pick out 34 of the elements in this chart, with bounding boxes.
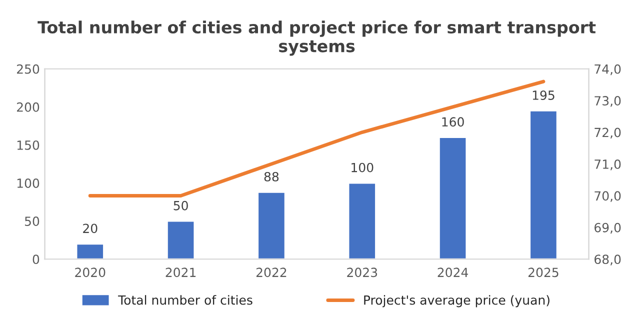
bar [257, 191, 286, 260]
bar [76, 243, 104, 260]
y2-tick-label: 72,0 [594, 128, 621, 138]
y2-tick-label: 73,0 [594, 96, 621, 107]
data-label: 20 [83, 224, 98, 234]
x-tick-label: 2020 [75, 268, 106, 278]
data-label: 195 [532, 90, 554, 100]
y2-tick-label: 74,0 [594, 64, 621, 76]
bar [166, 220, 196, 260]
bar [348, 182, 376, 260]
y2-tick-label: 70,0 [594, 191, 621, 202]
data-label: 88 [264, 172, 279, 182]
y2-tick-label: 68,0 [594, 254, 621, 266]
y-tick-label: 150 [17, 140, 40, 150]
y-tick-label: 200 [16, 102, 40, 112]
y2-tick-label: 71,0 [594, 159, 621, 170]
y-tick-label: 50 [24, 216, 40, 226]
data-label: 160 [442, 117, 464, 127]
y2-tick-label: 69,0 [594, 222, 621, 234]
bar [529, 110, 558, 260]
x-tick-label: 2024 [438, 268, 468, 278]
y-tick-label: 250 [16, 64, 40, 74]
data-label: 50 [174, 200, 188, 210]
legend-label: Total number of cities [118, 295, 252, 305]
x-tick-label: 2023 [347, 268, 378, 278]
x-tick-label: 2025 [528, 268, 558, 278]
y-tick-label: 0 [32, 254, 40, 264]
x-tick-label: 2022 [256, 268, 286, 278]
bar [438, 136, 468, 260]
data-label: 100 [352, 162, 374, 172]
x-tick-label: 2021 [166, 268, 196, 278]
chart-title: Total number of cities and project price for smart transport systems [38, 20, 596, 56]
y-tick-label: 100 [17, 178, 40, 188]
legend-label: Project's average price (yuan) [364, 295, 550, 308]
